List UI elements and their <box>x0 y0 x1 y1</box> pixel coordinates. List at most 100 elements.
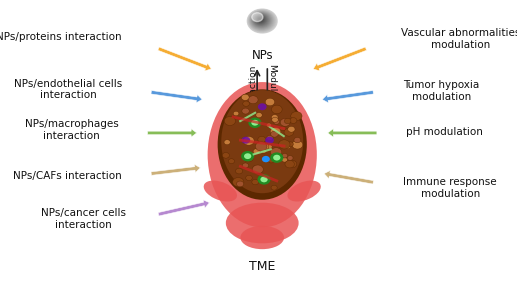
Ellipse shape <box>287 180 321 201</box>
Circle shape <box>290 118 297 124</box>
Circle shape <box>280 119 290 126</box>
Text: NPs/macrophages
interaction: NPs/macrophages interaction <box>25 119 118 141</box>
Circle shape <box>270 148 282 157</box>
Circle shape <box>282 157 287 162</box>
Circle shape <box>294 137 301 143</box>
Circle shape <box>241 151 254 161</box>
Circle shape <box>252 179 258 185</box>
Circle shape <box>271 105 282 114</box>
Circle shape <box>266 123 271 127</box>
Circle shape <box>229 159 235 164</box>
Text: NPs: NPs <box>251 49 273 62</box>
Circle shape <box>287 142 293 147</box>
Circle shape <box>253 149 260 154</box>
Circle shape <box>249 11 275 31</box>
Ellipse shape <box>204 180 237 201</box>
Circle shape <box>258 103 267 110</box>
Circle shape <box>249 10 276 32</box>
Circle shape <box>273 155 280 161</box>
Text: Interaction: Interaction <box>248 65 257 114</box>
Circle shape <box>253 14 268 26</box>
Circle shape <box>291 112 302 121</box>
Circle shape <box>241 94 249 100</box>
Circle shape <box>248 96 258 104</box>
Circle shape <box>242 108 249 114</box>
Text: Immune response
modulation: Immune response modulation <box>403 177 497 199</box>
Circle shape <box>284 118 291 124</box>
Text: NPs/proteins interaction: NPs/proteins interaction <box>0 32 122 42</box>
Circle shape <box>259 18 261 20</box>
Circle shape <box>243 136 254 145</box>
Circle shape <box>233 178 244 187</box>
Circle shape <box>273 119 280 124</box>
Circle shape <box>256 17 264 22</box>
Circle shape <box>280 126 285 131</box>
Circle shape <box>282 153 287 158</box>
Circle shape <box>261 149 267 153</box>
Circle shape <box>266 144 272 149</box>
Circle shape <box>285 160 294 168</box>
Circle shape <box>257 17 263 22</box>
Circle shape <box>270 152 283 163</box>
Circle shape <box>252 165 261 172</box>
Circle shape <box>271 115 278 120</box>
Circle shape <box>251 120 258 126</box>
Circle shape <box>260 147 266 152</box>
Circle shape <box>252 165 263 174</box>
Circle shape <box>262 156 270 162</box>
Ellipse shape <box>221 90 303 193</box>
Circle shape <box>284 128 294 136</box>
Circle shape <box>236 181 244 187</box>
Circle shape <box>252 13 271 28</box>
Circle shape <box>224 140 230 145</box>
Circle shape <box>270 127 281 135</box>
Circle shape <box>250 11 273 30</box>
Circle shape <box>250 12 272 29</box>
Circle shape <box>255 142 267 151</box>
Text: NPs/cancer cells
interaction: NPs/cancer cells interaction <box>41 208 126 230</box>
Circle shape <box>260 175 270 184</box>
Text: Modulation: Modulation <box>267 64 276 114</box>
Text: NPs/CAFs interaction: NPs/CAFs interaction <box>13 171 122 181</box>
Circle shape <box>255 15 266 24</box>
Circle shape <box>248 10 276 32</box>
Circle shape <box>256 112 262 118</box>
Circle shape <box>224 117 236 126</box>
Circle shape <box>241 137 250 144</box>
Circle shape <box>244 154 253 162</box>
Ellipse shape <box>208 82 317 227</box>
Text: NPs/endothelial cells
interaction: NPs/endothelial cells interaction <box>14 79 122 100</box>
Circle shape <box>244 153 251 159</box>
Circle shape <box>265 98 275 106</box>
Ellipse shape <box>218 89 307 200</box>
Circle shape <box>248 117 262 128</box>
Circle shape <box>236 168 242 174</box>
Circle shape <box>268 158 274 163</box>
Circle shape <box>287 156 293 160</box>
Ellipse shape <box>226 203 299 243</box>
Circle shape <box>271 185 277 190</box>
Circle shape <box>243 101 249 106</box>
Circle shape <box>258 18 262 21</box>
Circle shape <box>258 18 262 20</box>
Circle shape <box>222 152 230 158</box>
Circle shape <box>267 135 273 140</box>
Circle shape <box>287 160 297 168</box>
Circle shape <box>255 15 267 25</box>
Circle shape <box>256 16 265 23</box>
Ellipse shape <box>240 226 284 249</box>
Circle shape <box>288 126 295 132</box>
Circle shape <box>260 143 269 150</box>
Circle shape <box>265 137 274 144</box>
Circle shape <box>271 131 278 137</box>
Circle shape <box>285 144 291 149</box>
Circle shape <box>252 13 270 27</box>
Text: Vascular abnormalities
modulation: Vascular abnormalities modulation <box>401 28 517 50</box>
Text: pH modulation: pH modulation <box>406 127 483 137</box>
Circle shape <box>279 140 290 149</box>
Circle shape <box>247 9 277 33</box>
Circle shape <box>246 175 252 180</box>
Circle shape <box>242 163 249 168</box>
Circle shape <box>257 174 270 185</box>
Circle shape <box>261 177 268 182</box>
